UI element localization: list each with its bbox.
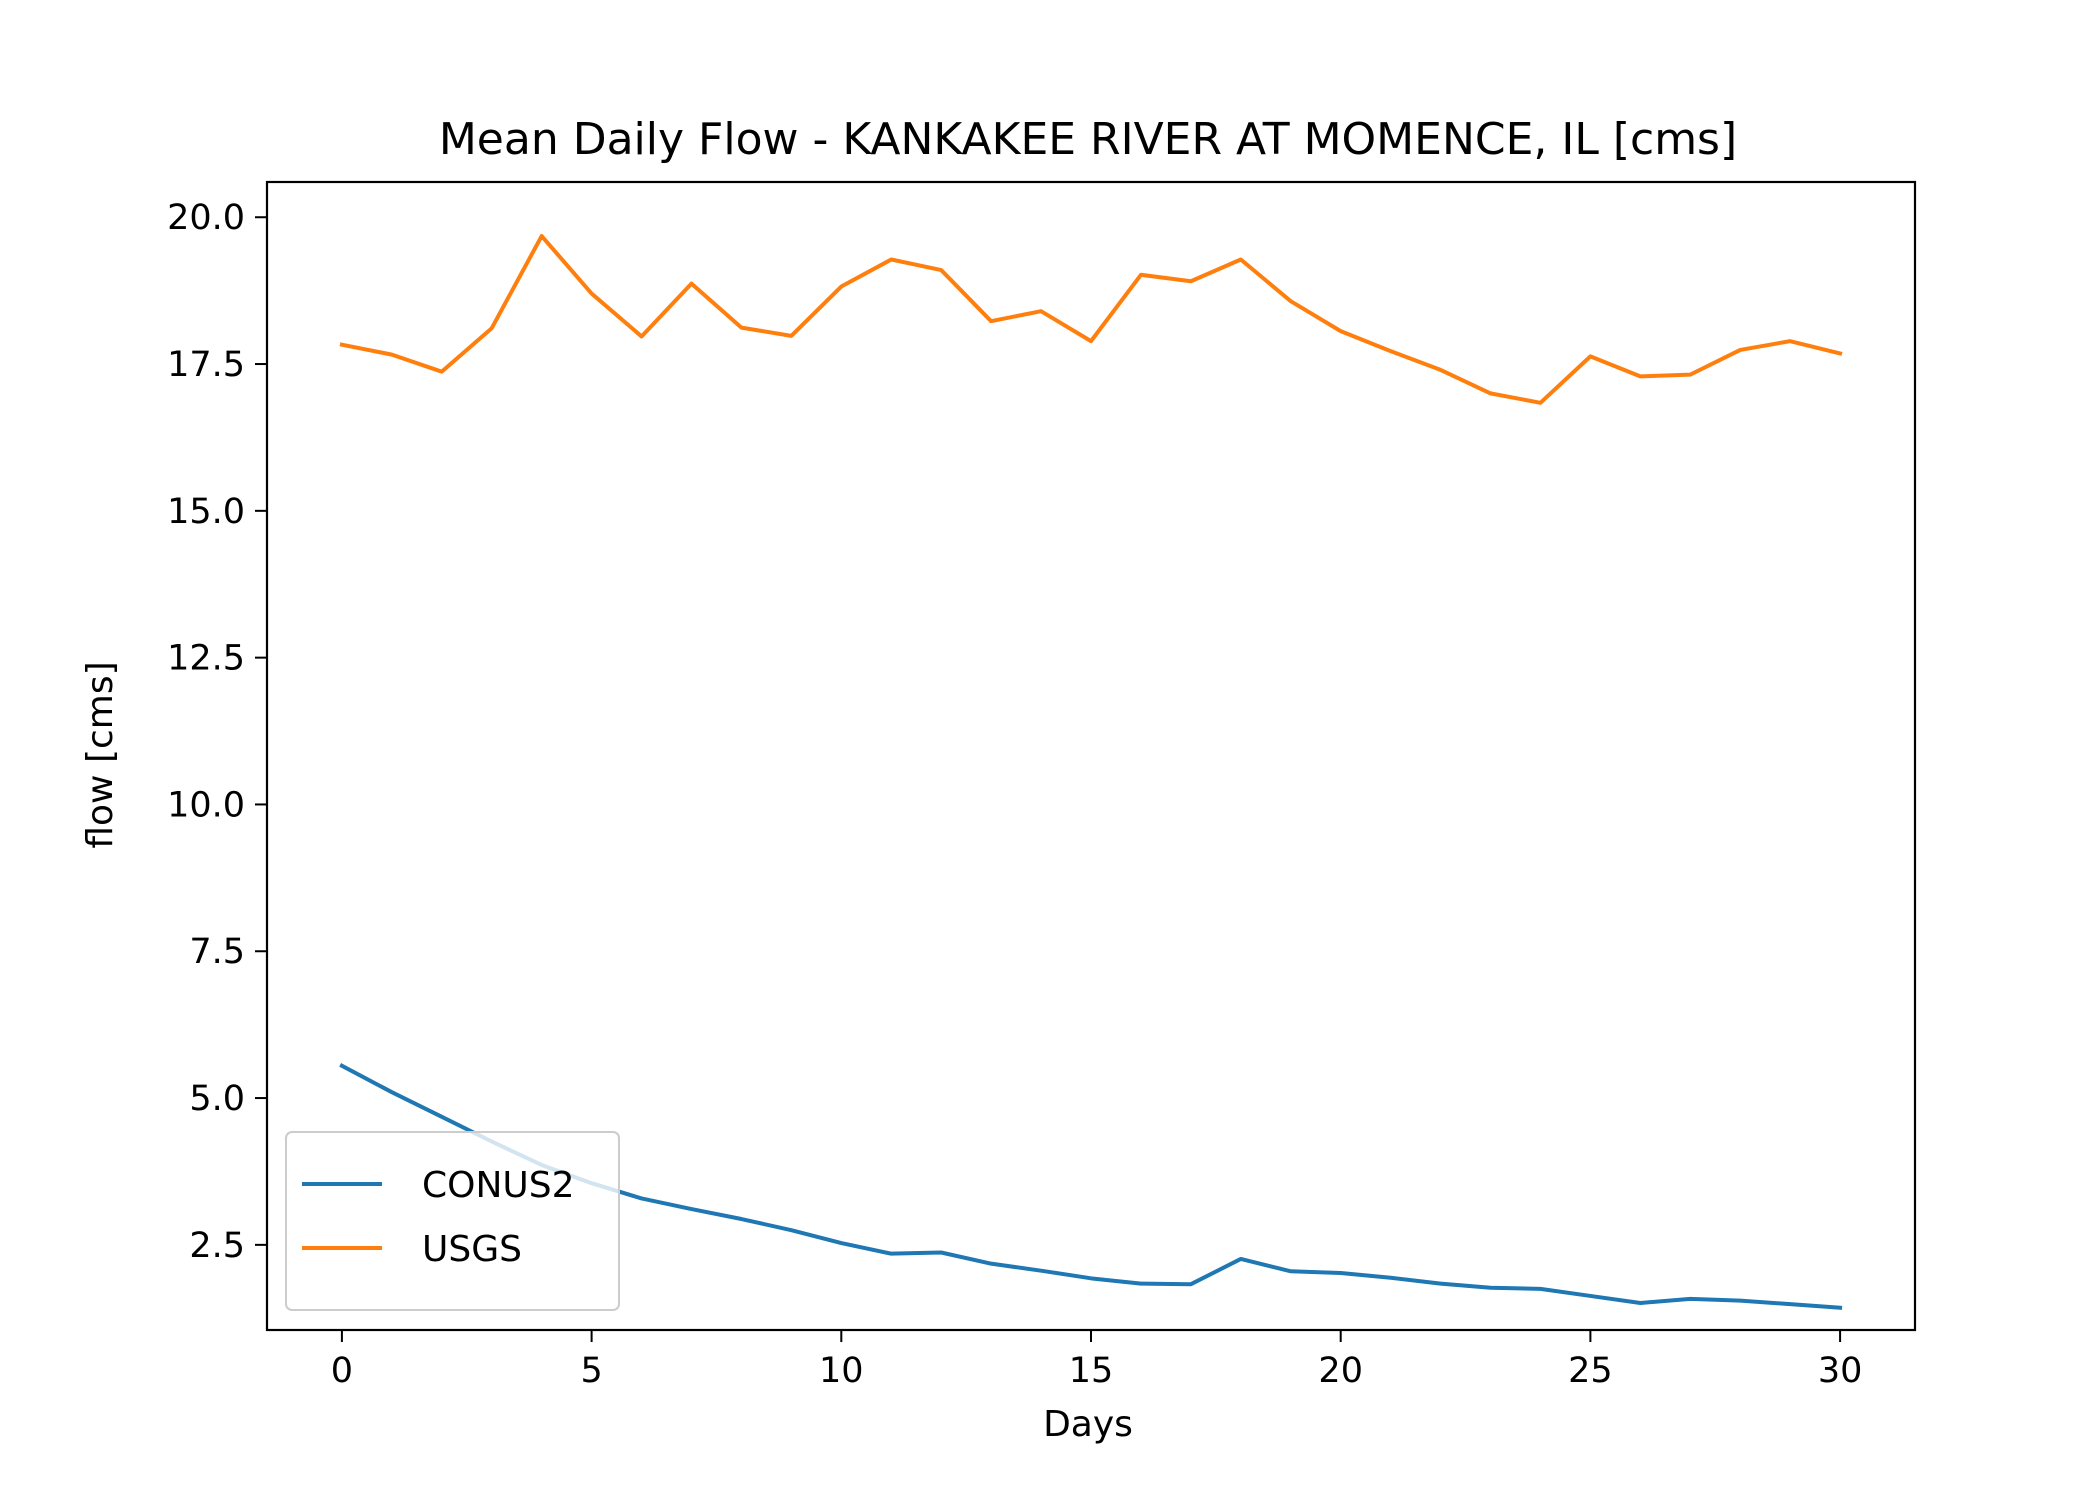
x-tick-label: 5	[580, 1351, 602, 1391]
legend-box	[285, 1131, 620, 1311]
x-axis-label: Days	[1043, 1404, 1133, 1445]
chart-title: Mean Daily Flow - KANKAKEE RIVER AT MOME…	[439, 114, 1737, 165]
y-tick-label: 15.0	[167, 492, 245, 532]
y-tick-label: 5.0	[189, 1079, 245, 1119]
y-tick-label: 17.5	[167, 345, 245, 385]
x-tick-label: 15	[1069, 1351, 1114, 1391]
x-tick-label: 30	[1818, 1351, 1863, 1391]
legend-label-usgs: USGS	[422, 1229, 522, 1270]
y-tick-label: 2.5	[189, 1226, 245, 1266]
y-axis-label: flow [cms]	[80, 661, 121, 848]
legend: CONUS2 USGS	[285, 1131, 620, 1311]
x-tick-label: 25	[1568, 1351, 1613, 1391]
y-tick-label: 7.5	[189, 932, 245, 972]
x-tick-label: 0	[331, 1351, 353, 1391]
y-tick-label: 10.0	[167, 785, 245, 825]
x-tick-label: 10	[819, 1351, 864, 1391]
legend-label-conus2: CONUS2	[422, 1165, 575, 1206]
series-line-usgs	[339, 234, 1843, 405]
y-tick-label: 20.0	[167, 198, 245, 238]
y-tick-label: 12.5	[167, 639, 245, 679]
y-axis: 2.5 5.0 7.5 10.0 12.5 15.0 17.5 20.0	[167, 198, 267, 1266]
x-axis: 0 5 10 15 20 25 30	[331, 1330, 1863, 1391]
x-tick-label: 20	[1318, 1351, 1363, 1391]
